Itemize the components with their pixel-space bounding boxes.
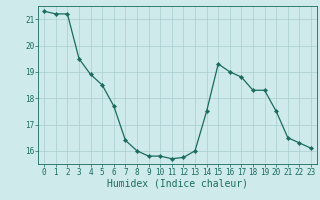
X-axis label: Humidex (Indice chaleur): Humidex (Indice chaleur)	[107, 179, 248, 189]
